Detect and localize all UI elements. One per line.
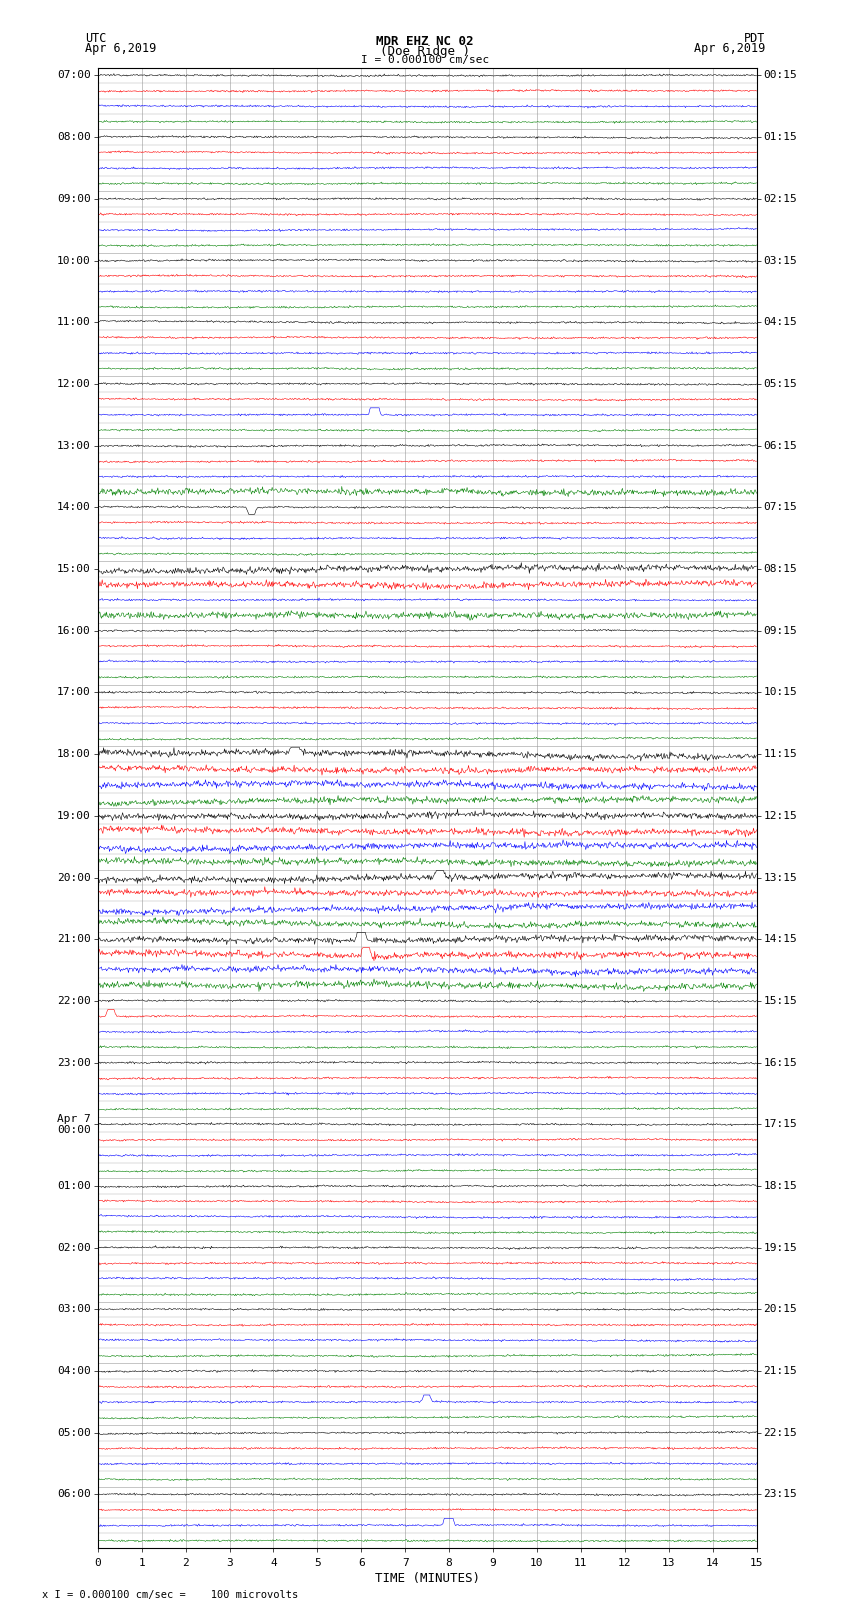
Text: MDR EHZ NC 02: MDR EHZ NC 02 — [377, 35, 473, 48]
Text: x I = 0.000100 cm/sec =    100 microvolts: x I = 0.000100 cm/sec = 100 microvolts — [42, 1590, 298, 1600]
Text: UTC: UTC — [85, 32, 106, 45]
Text: PDT: PDT — [744, 32, 765, 45]
Text: Apr 6,2019: Apr 6,2019 — [85, 42, 156, 55]
X-axis label: TIME (MINUTES): TIME (MINUTES) — [375, 1571, 479, 1584]
Text: (Doe Ridge ): (Doe Ridge ) — [380, 45, 470, 58]
Text: Apr 6,2019: Apr 6,2019 — [694, 42, 765, 55]
Text: I = 0.000100 cm/sec: I = 0.000100 cm/sec — [361, 55, 489, 65]
